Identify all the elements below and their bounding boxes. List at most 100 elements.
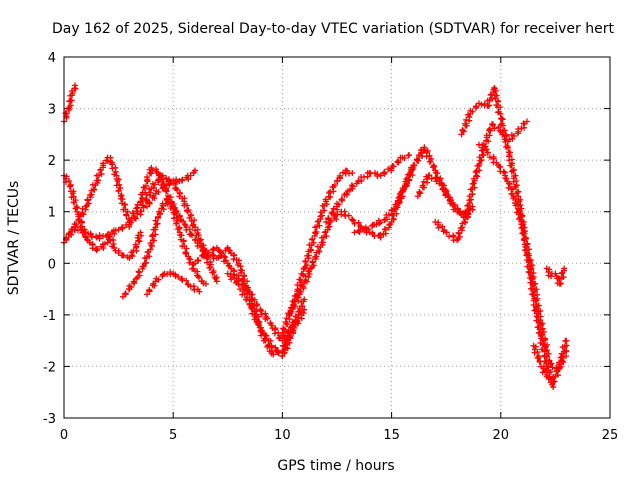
data-point-fill — [283, 315, 290, 322]
data-point-fill — [147, 189, 154, 196]
data-point-fill — [144, 249, 151, 256]
data-point — [469, 203, 476, 210]
data-point-fill — [518, 221, 525, 228]
data-point-fill — [489, 122, 496, 129]
data-point-fill — [302, 273, 309, 280]
data-point-fill — [432, 174, 439, 181]
y-tick-label: 1 — [48, 206, 56, 221]
data-point — [148, 164, 155, 171]
data-point-fill — [505, 184, 512, 191]
data-point-fill — [557, 280, 564, 287]
data-point-fill — [70, 199, 77, 206]
data-point-fill — [309, 236, 316, 243]
data-point-fill — [68, 88, 75, 95]
data-point-fill — [69, 190, 76, 197]
data-point-fill — [89, 245, 96, 252]
data-point-fill — [62, 110, 69, 117]
data-point-fill — [267, 337, 274, 344]
data-point-fill — [542, 343, 549, 350]
data-point-fill — [456, 233, 463, 240]
data-point — [489, 121, 496, 128]
data-point-fill — [548, 360, 555, 367]
data-point-fill — [503, 132, 510, 139]
data-point-fill — [187, 230, 194, 237]
data-point-fill — [320, 239, 327, 246]
data-point-fill — [384, 216, 391, 223]
data-point-fill — [251, 296, 258, 303]
data-point-fill — [411, 162, 418, 169]
data-point-fill — [126, 216, 133, 223]
data-point-fill — [521, 237, 528, 244]
data-point-fill — [155, 189, 162, 196]
data-point-fill — [491, 92, 498, 99]
data-point-fill — [101, 240, 108, 247]
data-point-fill — [429, 164, 436, 171]
data-point-fill — [551, 378, 558, 385]
data-point-fill — [402, 183, 409, 190]
data-point-fill — [515, 126, 522, 133]
data-point-fill — [207, 263, 214, 270]
data-point — [176, 213, 183, 220]
data-point — [137, 229, 144, 236]
data-point-fill — [510, 195, 517, 202]
data-point-fill — [553, 368, 560, 375]
data-point-fill — [329, 209, 336, 216]
data-point — [323, 219, 330, 226]
data-point-fill — [534, 349, 541, 356]
y-tick-label: -2 — [43, 360, 56, 375]
data-point-fill — [382, 226, 389, 233]
data-point-fill — [195, 232, 202, 239]
data-point-fill — [270, 351, 277, 358]
data-point-fill — [198, 244, 205, 251]
data-point-fill — [308, 247, 315, 254]
data-point-fill — [521, 224, 528, 231]
data-point-fill — [152, 224, 159, 231]
data-point-fill — [500, 168, 507, 175]
data-point-fill — [138, 232, 145, 239]
data-point-fill — [78, 226, 85, 233]
data-point-fill — [483, 146, 490, 153]
x-tick-label: 0 — [60, 428, 68, 443]
data-point-fill — [275, 349, 282, 356]
data-point-fill — [396, 199, 403, 206]
data-point-fill — [325, 215, 332, 222]
data-point-fill — [542, 368, 549, 375]
data-point-fill — [143, 182, 150, 189]
data-point-fill — [533, 304, 540, 311]
data-point-fill — [180, 238, 187, 245]
data-point-fill — [336, 172, 343, 179]
data-point-fill — [156, 208, 163, 215]
data-point-fill — [310, 262, 317, 269]
data-point-fill — [509, 186, 516, 193]
data-point-fill — [160, 206, 167, 213]
x-tick-label: 10 — [274, 428, 291, 443]
data-point-fill — [377, 231, 384, 238]
data-point-fill — [276, 335, 283, 342]
data-point-fill — [538, 322, 545, 329]
data-point-fill — [132, 241, 139, 248]
data-point-fill — [305, 273, 312, 280]
data-point-fill — [494, 97, 501, 104]
data-point-fill — [323, 201, 330, 208]
data-point — [301, 306, 308, 313]
data-point-fill — [120, 252, 127, 259]
data-point-fill — [297, 276, 304, 283]
data-point-fill — [286, 334, 293, 341]
data-point-fill — [293, 318, 300, 325]
data-point-fill — [280, 347, 287, 354]
chart-title: Day 162 of 2025, Sidereal Day-to-day VTE… — [52, 21, 614, 37]
data-point-fill — [547, 369, 554, 376]
data-point — [563, 347, 570, 354]
data-point-fill — [287, 307, 294, 314]
y-axis-title: SDTVAR / TECUs — [6, 181, 22, 296]
data-point — [550, 384, 557, 391]
data-point-fill — [345, 212, 352, 219]
data-point-fill — [138, 208, 145, 215]
data-point-fill — [135, 268, 142, 275]
data-point-fill — [395, 194, 402, 201]
data-point-fill — [258, 311, 265, 318]
data-point-fill — [80, 211, 87, 218]
data-point-fill — [96, 232, 103, 239]
data-point-fill — [474, 173, 481, 180]
